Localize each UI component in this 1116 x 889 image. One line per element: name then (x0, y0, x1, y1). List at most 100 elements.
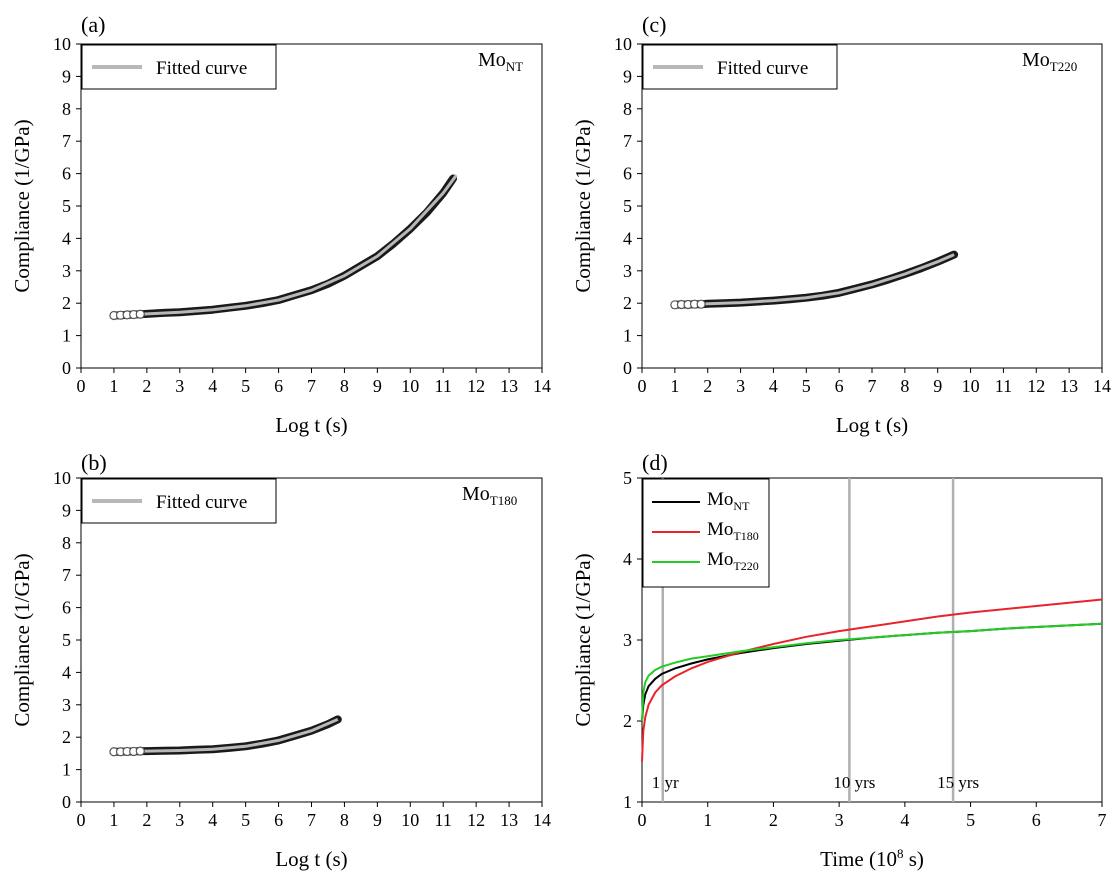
legend-entry-subscript: NT (733, 499, 750, 513)
x-tick-label: 13 (500, 810, 518, 830)
y-tick-label: 10 (614, 34, 632, 54)
y-tick-label: 8 (62, 533, 71, 553)
y-tick-label: 8 (62, 99, 71, 119)
x-tick-label: 13 (500, 376, 518, 396)
panel-label: (c) (642, 12, 666, 37)
x-tick-label: 3 (835, 810, 844, 830)
x-axis-label: Log t (s) (836, 413, 908, 437)
x-tick-label: 5 (802, 376, 811, 396)
x-tick-label: 8 (340, 376, 349, 396)
x-tick-label: 7 (307, 376, 316, 396)
legend-entry: Fitted curve (717, 58, 808, 79)
y-tick-label: 9 (62, 66, 71, 86)
fitted-curve (113, 718, 339, 754)
legend-entry: Fitted curve (156, 492, 247, 513)
y-axis-label: Compliance (1/GPa) (571, 119, 595, 292)
x-tick-label: 2 (703, 376, 712, 396)
x-tick-label: 2 (142, 810, 151, 830)
legend-entry-base: Mo (707, 549, 733, 570)
y-tick-label: 0 (62, 358, 71, 378)
legend-entry-subscript: T180 (733, 529, 758, 543)
x-tick-label: 4 (208, 376, 217, 396)
x-tick-label: 6 (274, 376, 283, 396)
y-tick-label: 10 (53, 468, 71, 488)
y-tick-label: 3 (62, 261, 71, 281)
data-point (696, 299, 706, 309)
x-tick-label: 7 (1098, 810, 1107, 830)
legend-entry-base: Mo (707, 489, 733, 510)
sample-label-base: Mo (462, 483, 490, 505)
x-tick-label: 11 (435, 376, 452, 396)
legend-entry: MoT220 (707, 549, 759, 573)
y-tick-label: 3 (623, 261, 632, 281)
y-tick-label: 1 (623, 792, 632, 812)
legend-entry-base: Mo (707, 519, 733, 540)
x-tick-label: 0 (77, 376, 86, 396)
y-tick-label: 7 (623, 131, 632, 151)
y-axis-label: Compliance (1/GPa) (10, 119, 34, 292)
panel-a: (a)0 1 2 3 4 5 6 7 8 9 10 11 12 13 14012345678910Compl… (10, 12, 551, 437)
y-tick-label: 2 (623, 711, 632, 731)
y-axis-label: Compliance (1/GPa) (571, 553, 595, 726)
x-tick-label: 14 (533, 810, 551, 830)
y-tick-label: 4 (623, 228, 632, 248)
x-tick-label: 1 (109, 810, 118, 830)
x-tick-label: 7 (307, 810, 316, 830)
x-tick-label: 5 (241, 810, 250, 830)
x-tick-label: 3 (175, 376, 184, 396)
x-tick-label: 3 (736, 376, 745, 396)
y-tick-label: 2 (62, 727, 71, 747)
y-tick-label: 6 (62, 164, 71, 184)
x-tick-label: 14 (1093, 376, 1111, 396)
legend-entry: MoNT (707, 489, 750, 513)
x-tick-label: 8 (340, 810, 349, 830)
panel-c: (c)0 1 2 3 4 5 6 7 8 9 10 11 12 13 14012345678910Compl… (571, 12, 1111, 437)
legend-entry: MoT180 (707, 519, 759, 543)
sample-label-subscript: T180 (490, 493, 517, 508)
x-tick-label: 0 (638, 376, 647, 396)
series-line-t220 (641, 622, 1103, 722)
x-tick-label: 4 (769, 376, 778, 396)
y-tick-label: 2 (623, 293, 632, 313)
x-tick-label: 5 (241, 376, 250, 396)
y-tick-label: 1 (623, 326, 632, 346)
y-tick-label: 3 (62, 695, 71, 715)
y-tick-label: 6 (62, 598, 71, 618)
y-tick-label: 10 (53, 34, 71, 54)
legend-entry: Fitted curve (156, 58, 247, 79)
legend-entry-subscript: T220 (733, 559, 758, 573)
sample-label: MoT220 (1022, 49, 1077, 74)
y-tick-label: 2 (62, 293, 71, 313)
series-line-t180 (641, 598, 1103, 762)
x-tick-label: 1 (109, 376, 118, 396)
x-tick-label: 1 (670, 376, 679, 396)
x-axis-label: Log t (s) (275, 413, 347, 437)
x-tick-label: 3 (175, 810, 184, 830)
reference-line-label: 1 yr (652, 773, 679, 792)
x-tick-label: 4 (900, 810, 909, 830)
x-axis-label: Log t (s) (275, 847, 347, 871)
x-tick-label: 10 (962, 376, 980, 396)
sample-label: MoNT (478, 49, 523, 74)
fitted-curve (113, 174, 458, 317)
y-tick-label: 9 (62, 500, 71, 520)
panel-label: (d) (642, 450, 668, 475)
legend: Fitted curve (81, 478, 277, 524)
x-tick-label: 6 (1032, 810, 1041, 830)
x-tick-label: 7 (868, 376, 877, 396)
y-tick-label: 3 (623, 630, 632, 650)
reference-line-label: 15 yrs (937, 773, 979, 792)
y-tick-label: 5 (62, 630, 71, 650)
y-tick-label: 1 (62, 760, 71, 780)
y-tick-label: 6 (623, 164, 632, 184)
x-tick-label: 9 (933, 376, 942, 396)
y-tick-label: 7 (62, 131, 71, 151)
x-tick-label: 9 (373, 810, 382, 830)
panel-label: (a) (81, 12, 105, 37)
y-tick-label: 5 (62, 196, 71, 216)
y-tick-label: 8 (623, 99, 632, 119)
y-tick-label: 5 (623, 196, 632, 216)
x-tick-label: 13 (1060, 376, 1078, 396)
x-tick-label: 10 (401, 376, 419, 396)
y-tick-label: 4 (623, 549, 632, 569)
